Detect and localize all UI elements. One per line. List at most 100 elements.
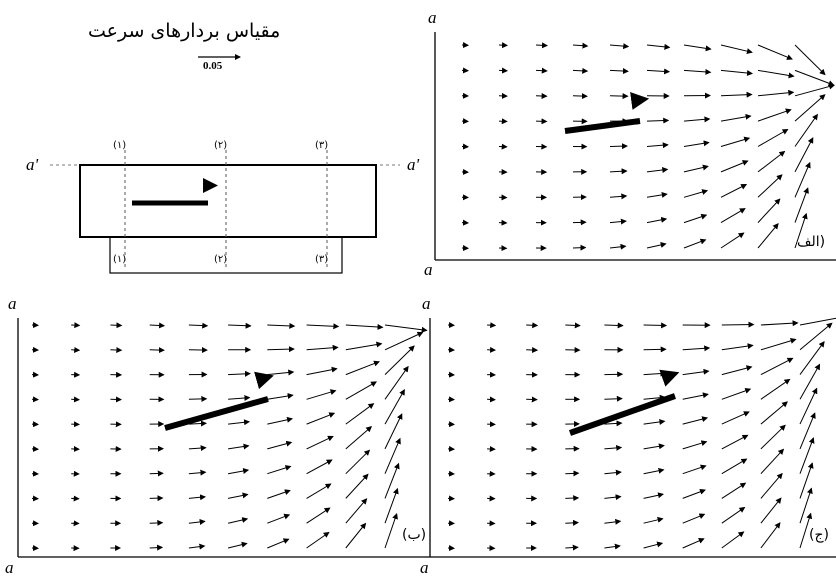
velocity-vector [228, 419, 250, 426]
velocity-vector [267, 513, 291, 524]
velocity-vector [306, 323, 340, 330]
velocity-vector [757, 223, 779, 249]
velocity-vector [682, 488, 706, 499]
velocity-vector [794, 137, 814, 173]
velocity-vector [757, 89, 795, 97]
velocity-vector [720, 232, 745, 249]
panel-b-top-axis: a [8, 294, 17, 313]
velocity-field-panel-c [447, 315, 836, 552]
velocity-vector [228, 370, 251, 377]
velocity-field-panel-b [31, 322, 428, 552]
axis-label-left: a' [26, 155, 39, 174]
velocity-vector [794, 212, 808, 249]
velocity-vector [683, 164, 709, 173]
velocity-vector [682, 416, 709, 425]
velocity-vector [267, 416, 293, 425]
velocity-vector [720, 69, 753, 76]
velocity-vector [646, 142, 669, 149]
velocity-vector [646, 191, 668, 198]
velocity-vector [794, 44, 826, 76]
velocity-vector [646, 68, 671, 75]
velocity-vector [794, 161, 811, 198]
velocity-vector [643, 443, 665, 450]
velocity-vector [565, 470, 580, 477]
velocity-vector [760, 472, 783, 499]
velocity-vector [760, 401, 788, 425]
velocity-vector [384, 512, 398, 549]
panel-c-mean-flow-arrow [569, 369, 680, 436]
velocity-vector [643, 346, 667, 353]
velocity-vector [228, 322, 252, 329]
velocity-vector [799, 315, 836, 326]
velocity-vector [682, 392, 709, 400]
velocity-vector [643, 541, 664, 549]
panel-c-frame [429, 318, 836, 558]
velocity-vector [609, 143, 628, 150]
velocity-vector [794, 94, 826, 122]
velocity-vector [799, 387, 818, 425]
velocity-vector [345, 360, 380, 376]
channel-upper-box [79, 164, 377, 238]
velocity-vector [188, 543, 206, 550]
velocity-vector [572, 42, 589, 49]
velocity-vector [149, 322, 166, 329]
velocity-vector [760, 424, 786, 450]
velocity-vector [721, 482, 747, 499]
scale-title: مقیاس بردارهای سرعت [88, 20, 281, 42]
scale-value: 0.05 [203, 60, 223, 72]
velocity-vector [535, 42, 548, 49]
velocity-vector [188, 469, 207, 476]
velocity-vector [267, 440, 293, 450]
axis-label-right: a' [407, 155, 420, 174]
velocity-vector [188, 518, 206, 525]
velocity-vector [384, 437, 401, 474]
panel-c-bottom-axis: a [420, 558, 429, 577]
velocity-vector [188, 494, 206, 501]
velocity-vector [188, 395, 208, 402]
velocity-vector [799, 512, 813, 549]
velocity-vector [345, 381, 377, 400]
velocity-vector [720, 113, 752, 122]
velocity-vector [188, 420, 207, 427]
velocity-vector [721, 458, 748, 475]
velocity-vector [760, 337, 797, 351]
velocity-vector [799, 487, 813, 524]
velocity-vector [384, 413, 403, 450]
velocity-vector [721, 434, 749, 450]
panel-c-top-axis: a [422, 294, 431, 313]
velocity-vector [646, 117, 670, 124]
velocity-vector [643, 467, 665, 475]
velocity-vector [565, 495, 580, 502]
velocity-vector [794, 83, 836, 97]
panel-b-frame [17, 318, 430, 558]
velocity-vector [720, 44, 753, 55]
velocity-vector [345, 323, 384, 330]
velocity-vector [609, 43, 630, 50]
velocity-vector [267, 322, 296, 329]
velocity-vector [267, 465, 292, 475]
velocity-vector [384, 331, 424, 351]
velocity-vector [604, 494, 622, 501]
velocity-vector [565, 544, 579, 551]
velocity-vector [799, 412, 816, 450]
velocity-vector [682, 513, 706, 524]
panel-b-mean-flow-arrow [164, 371, 274, 431]
velocity-vector [682, 345, 711, 352]
velocity-vector [757, 150, 786, 173]
velocity-vector [267, 346, 295, 353]
velocity-vector [572, 67, 589, 74]
velocity-vector [794, 113, 818, 147]
velocity-vector [345, 498, 368, 524]
velocity-vector [267, 369, 295, 376]
velocity-vector [646, 216, 668, 224]
velocity-vector [757, 198, 781, 223]
velocity-vector [760, 497, 782, 524]
velocity-vector [526, 322, 539, 329]
panel-a-frame [434, 32, 836, 261]
velocity-vector [683, 116, 711, 123]
velocity-vector [384, 487, 399, 524]
velocity-vector [721, 531, 745, 549]
velocity-vector [760, 378, 791, 400]
velocity-vector [149, 519, 164, 526]
